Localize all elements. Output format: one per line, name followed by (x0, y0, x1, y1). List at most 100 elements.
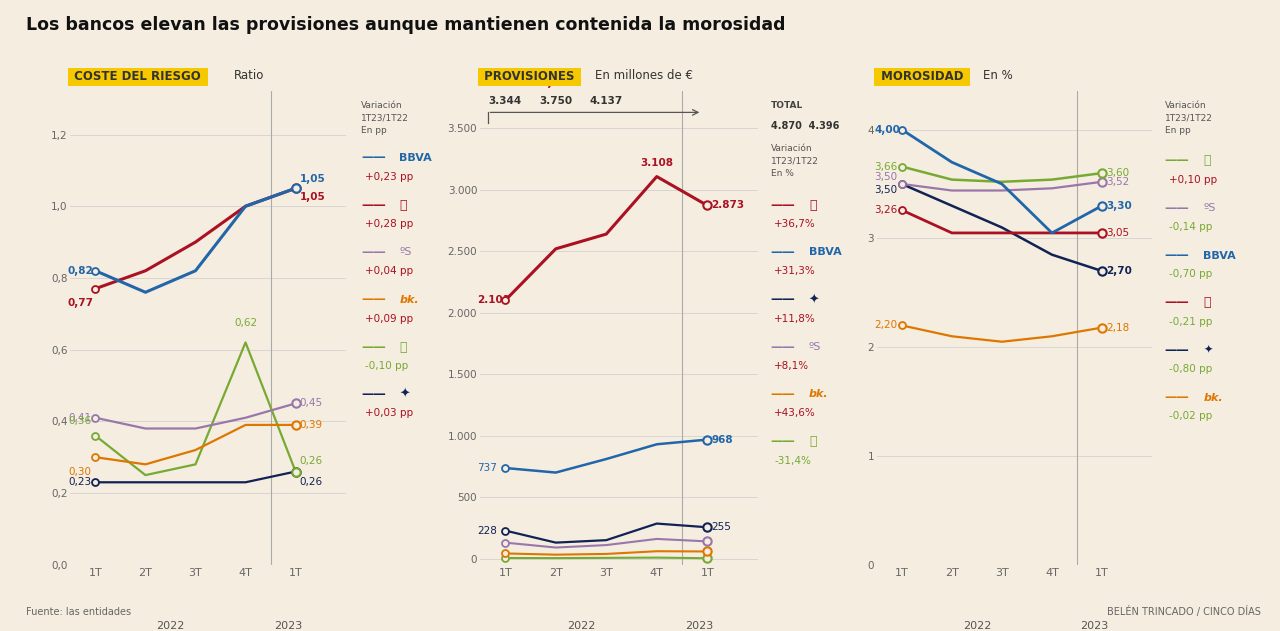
Text: 🔥: 🔥 (809, 199, 817, 211)
Text: ✦: ✦ (1203, 345, 1212, 355)
Text: 3,52: 3,52 (1106, 177, 1129, 187)
Text: 🍃: 🍃 (809, 435, 817, 448)
Text: +0,04 pp: +0,04 pp (365, 266, 413, 276)
Text: -0,14 pp: -0,14 pp (1169, 222, 1212, 232)
Text: 0,77: 0,77 (68, 298, 93, 308)
Text: 🔥: 🔥 (399, 199, 407, 211)
Text: ——: —— (771, 341, 795, 353)
Text: BBVA: BBVA (399, 153, 433, 163)
Text: 1,05: 1,05 (300, 192, 325, 203)
Text: 2023: 2023 (686, 621, 714, 630)
Text: 3.344: 3.344 (489, 97, 522, 106)
Text: +0,28 pp: +0,28 pp (365, 219, 413, 229)
Text: +8,1%: +8,1% (774, 361, 809, 371)
Text: 0,39: 0,39 (300, 420, 323, 430)
Text: ºS: ºS (809, 342, 822, 352)
Text: 0,23: 0,23 (68, 477, 91, 487)
Text: ——: —— (361, 199, 385, 211)
Text: ——: —— (361, 341, 385, 353)
Text: +0,23 pp: +0,23 pp (365, 172, 413, 182)
Text: bk.: bk. (1203, 392, 1222, 403)
Text: ºS: ºS (1203, 203, 1216, 213)
Text: ——: —— (771, 293, 795, 306)
Text: ——: —— (771, 246, 795, 259)
Text: Variación
1T23/1T22
En pp: Variación 1T23/1T22 En pp (361, 101, 408, 135)
Text: 3,60: 3,60 (1106, 168, 1129, 178)
Text: 2.873: 2.873 (712, 201, 745, 211)
Text: ✦: ✦ (809, 293, 819, 306)
Text: Fuente: las entidades: Fuente: las entidades (26, 607, 131, 617)
Text: ——: —— (361, 246, 385, 259)
Text: 2.101: 2.101 (477, 295, 511, 305)
Text: 2023: 2023 (1080, 621, 1108, 630)
Text: +0,09 pp: +0,09 pp (365, 314, 413, 324)
Text: 1,05: 1,05 (300, 174, 325, 184)
Text: 228: 228 (477, 526, 498, 536)
Text: 🍃: 🍃 (1203, 155, 1211, 167)
Text: 2022: 2022 (156, 621, 184, 630)
Text: ——: —— (1165, 155, 1189, 167)
Text: +31,3%: +31,3% (774, 266, 817, 276)
Text: ——: —— (1165, 391, 1189, 404)
Text: bk.: bk. (809, 389, 828, 399)
Text: 0,30: 0,30 (68, 466, 91, 476)
Text: Los bancos elevan las provisiones aunque mantienen contenida la morosidad: Los bancos elevan las provisiones aunque… (26, 16, 785, 34)
Text: ºS: ºS (399, 247, 412, 257)
Text: 0,26: 0,26 (300, 456, 323, 466)
Text: 255: 255 (712, 522, 731, 533)
Text: ——: —— (1165, 202, 1189, 215)
Text: 3,30: 3,30 (1106, 201, 1132, 211)
Text: PROVISIONES: PROVISIONES (480, 70, 579, 83)
Text: ——: —— (1165, 249, 1189, 262)
Text: 2,70: 2,70 (1106, 266, 1132, 276)
Text: 3,05: 3,05 (1106, 228, 1129, 238)
Text: 4,00: 4,00 (874, 124, 900, 134)
Text: 968: 968 (712, 435, 733, 445)
Text: 4.870  4.396: 4.870 4.396 (771, 121, 838, 131)
Text: 3,50: 3,50 (874, 186, 897, 196)
Text: +0,03 pp: +0,03 pp (365, 408, 413, 418)
Text: 0,26: 0,26 (300, 477, 323, 487)
Text: 3.750: 3.750 (539, 97, 572, 106)
Text: ——: —— (771, 199, 795, 211)
Text: COSTE DEL RIESGO: COSTE DEL RIESGO (70, 70, 205, 83)
Text: En millones de €: En millones de € (595, 69, 694, 82)
Text: +43,6%: +43,6% (774, 408, 817, 418)
Text: Variación
1T23/1T22
En %: Variación 1T23/1T22 En % (771, 144, 818, 178)
Text: ——: —— (1165, 344, 1189, 357)
Text: +36,7%: +36,7% (774, 219, 817, 229)
Text: 4.137: 4.137 (590, 97, 623, 106)
Text: 2022: 2022 (963, 621, 991, 630)
Text: 0,41: 0,41 (68, 413, 91, 423)
Text: ✦: ✦ (399, 388, 410, 401)
Text: ——: —— (361, 151, 385, 164)
Text: ——: —— (771, 388, 795, 401)
Text: 2,18: 2,18 (1106, 322, 1129, 333)
Text: -0,80 pp: -0,80 pp (1169, 364, 1212, 374)
Text: ——: —— (361, 388, 385, 401)
Text: -0,10 pp: -0,10 pp (365, 361, 408, 371)
Text: +31,5%: +31,5% (509, 71, 581, 89)
Text: BBVA: BBVA (809, 247, 842, 257)
Text: 2022: 2022 (567, 621, 595, 630)
Text: 3,50: 3,50 (874, 172, 897, 182)
Text: +0,10 pp: +0,10 pp (1169, 175, 1217, 185)
Text: bk.: bk. (399, 295, 419, 305)
Text: 3,26: 3,26 (874, 205, 897, 215)
Text: En %: En % (983, 69, 1012, 82)
Text: -0,70 pp: -0,70 pp (1169, 269, 1212, 280)
Text: 0,82: 0,82 (68, 266, 93, 276)
Text: Variación
1T23/1T22
En pp: Variación 1T23/1T22 En pp (1165, 101, 1212, 135)
Text: 737: 737 (477, 463, 498, 473)
Text: 0,62: 0,62 (234, 318, 257, 328)
Text: ——: —— (771, 435, 795, 448)
Text: TOTAL: TOTAL (771, 101, 803, 110)
Text: 🍃: 🍃 (399, 341, 407, 353)
Text: Ratio: Ratio (234, 69, 265, 82)
Text: ——: —— (361, 293, 385, 306)
Text: +11,8%: +11,8% (774, 314, 817, 324)
Text: 🔥: 🔥 (1203, 297, 1211, 309)
Text: ——: —— (1165, 297, 1189, 309)
Text: 0,45: 0,45 (300, 398, 323, 408)
Text: MOROSIDAD: MOROSIDAD (877, 70, 968, 83)
